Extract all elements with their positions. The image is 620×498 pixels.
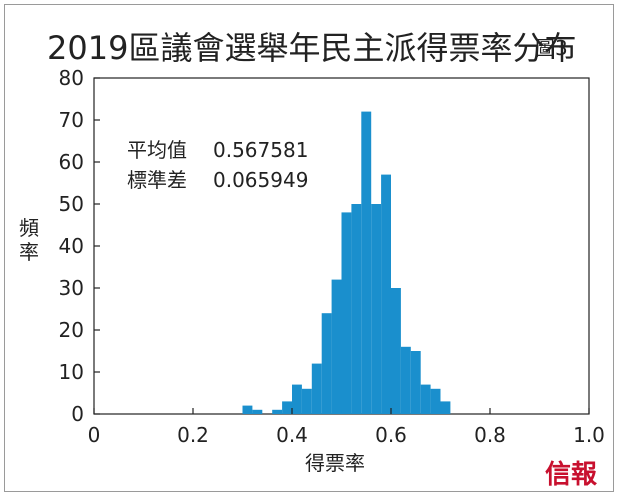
stat-sd-label: 標準差 — [127, 168, 187, 192]
y-tick-label: 80 — [59, 66, 84, 90]
x-tick-label: 0.2 — [177, 423, 209, 447]
y-tick-label: 50 — [59, 192, 84, 216]
histogram-bar — [341, 212, 352, 414]
histogram-bar — [321, 313, 332, 414]
histogram-bar — [371, 204, 382, 414]
histogram-bar — [272, 409, 283, 414]
y-tick-label: 70 — [59, 108, 84, 132]
x-tick-label: 0.4 — [276, 423, 308, 447]
histogram-bar — [301, 388, 312, 414]
histogram-bar — [410, 351, 421, 414]
x-axis-label: 得票率 — [305, 451, 365, 475]
x-axis: 0 0.2 0.4 0.6 0.8 1.0 — [88, 408, 605, 447]
histogram-bar — [430, 388, 441, 414]
chart-title: 2019區議會選舉年民主派得票率分布 — [47, 29, 576, 67]
y-tick-label: 0 — [71, 402, 84, 426]
x-tick-label: 1.0 — [573, 423, 605, 447]
stat-mean-value: 0.567581 — [213, 138, 308, 162]
publisher-logo: 信報 — [545, 460, 598, 490]
histogram-bar — [391, 288, 401, 414]
histogram-bar — [331, 279, 342, 414]
chart-frame: 2019區議會選舉年民主派得票率分布 圖3 0 10 20 30 40 50 60 70 80 … — [4, 4, 614, 492]
figure-label: 圖3 — [535, 36, 568, 60]
y-tick-label: 60 — [59, 150, 84, 174]
bars-group — [242, 111, 451, 414]
histogram-bar — [311, 363, 322, 414]
histogram-bar — [282, 401, 292, 414]
y-axis: 0 10 20 30 40 50 60 70 80 — [59, 66, 100, 426]
histogram-bar — [361, 111, 372, 414]
stat-sd-value: 0.065949 — [213, 168, 308, 192]
histogram-bar — [400, 346, 411, 414]
stat-mean-label: 平均值 — [127, 138, 187, 162]
y-tick-label: 10 — [59, 360, 84, 384]
x-tick-label: 0.6 — [375, 423, 407, 447]
histogram-bar — [242, 405, 253, 414]
histogram-bar — [351, 204, 362, 414]
histogram-bar — [440, 401, 451, 414]
histogram-bar — [252, 409, 263, 414]
histogram-bar — [381, 174, 391, 414]
histogram-chart: 2019區議會選舉年民主派得票率分布 圖3 01020304050607080 … — [19, 29, 605, 490]
x-tick-label: 0 — [88, 423, 101, 447]
x-tick-label: 0.8 — [474, 423, 506, 447]
y-tick-label: 30 — [59, 276, 84, 300]
y-axis-label: 頻率 — [19, 216, 39, 264]
y-tick-label: 40 — [59, 234, 84, 258]
histogram-bar — [420, 384, 431, 414]
histogram-bar — [292, 384, 302, 414]
y-tick-label: 20 — [59, 318, 84, 342]
